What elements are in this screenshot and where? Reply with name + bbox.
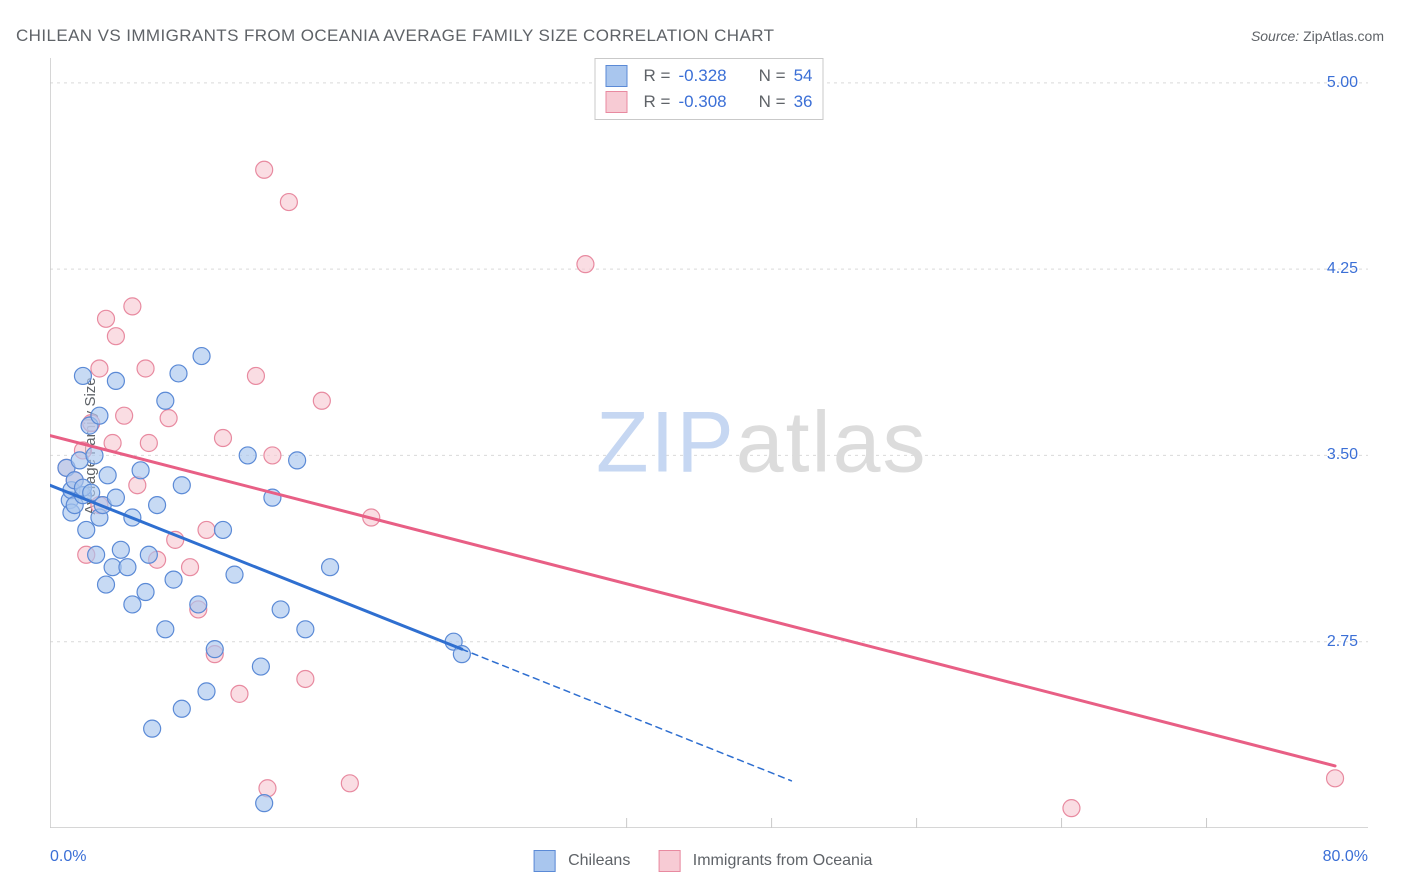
legend-label-a: Chileans	[568, 852, 630, 869]
swatch-a-icon	[606, 65, 628, 87]
x-tick-max: 80.0%	[1323, 848, 1368, 866]
x-tick-min: 0.0%	[50, 848, 86, 866]
y-tick-label: 5.00	[1327, 74, 1358, 92]
series-legend: Chileans Immigrants from Oceania	[534, 850, 873, 872]
swatch-b-icon	[606, 91, 628, 113]
chart-svg	[50, 58, 1368, 828]
legend-label-b: Immigrants from Oceania	[693, 852, 873, 869]
source: Source: ZipAtlas.com	[1251, 28, 1384, 44]
n-label-a: N =	[759, 63, 786, 89]
chart-title: CHILEAN VS IMMIGRANTS FROM OCEANIA AVERA…	[16, 26, 774, 46]
r-label-a: R =	[644, 63, 671, 89]
legend-item-b: Immigrants from Oceania	[658, 850, 872, 872]
y-tick-label: 4.25	[1327, 260, 1358, 278]
correlation-legend: R = -0.328 N = 54 R = -0.308 N = 36	[595, 58, 824, 120]
y-tick-label: 3.50	[1327, 446, 1358, 464]
n-value-b: 36	[794, 89, 813, 115]
r-value-a: -0.328	[678, 63, 726, 89]
legend-row-b: R = -0.308 N = 36	[606, 89, 813, 115]
y-tick-label: 2.75	[1327, 633, 1358, 651]
swatch-a-icon	[534, 850, 556, 872]
source-label: Source:	[1251, 28, 1299, 44]
swatch-b-icon	[658, 850, 680, 872]
source-value: ZipAtlas.com	[1303, 28, 1384, 44]
legend-row-a: R = -0.328 N = 54	[606, 63, 813, 89]
n-value-a: 54	[794, 63, 813, 89]
legend-item-a: Chileans	[534, 850, 631, 872]
chart-plot: R = -0.328 N = 54 R = -0.308 N = 36 ZIPa…	[50, 58, 1368, 828]
n-label-b: N =	[759, 89, 786, 115]
r-value-b: -0.308	[678, 89, 726, 115]
r-label-b: R =	[644, 89, 671, 115]
